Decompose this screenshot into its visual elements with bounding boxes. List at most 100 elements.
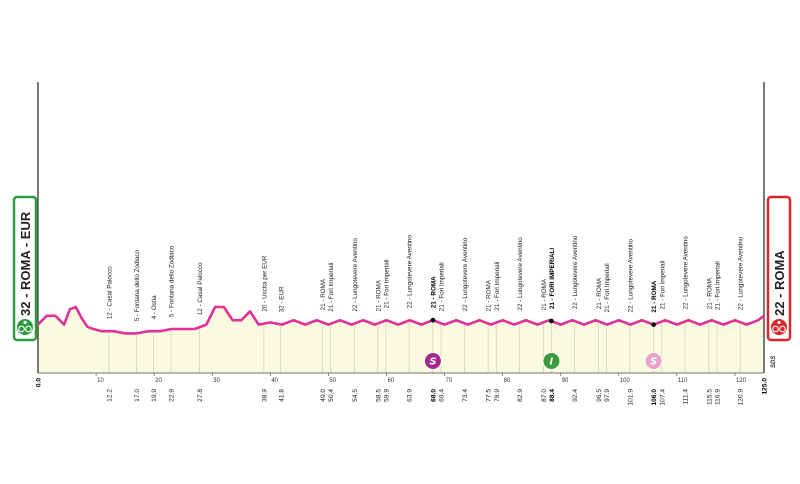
waypoint-label: 4 - Ostia: [151, 295, 158, 319]
waypoint-km: 27.8: [197, 389, 204, 402]
waypoint-label: 12 - Casal Palocco: [197, 262, 204, 315]
waypoint-label: 22 - Lungotevere Aventino: [627, 238, 634, 312]
waypoint-km: 111.4: [683, 389, 690, 405]
waypoint-label: 12 - Casal Palocco: [106, 266, 113, 319]
waypoint-km: 22.9: [169, 389, 176, 402]
waypoint-label: 21 - FORI IMPERIALI: [549, 248, 556, 309]
waypoint-label: 22 - Lungotevere Aventino: [517, 237, 524, 311]
brand-logo: SDS: [771, 356, 777, 368]
waypoint-label: 21 - ROMA: [486, 279, 493, 311]
waypoint-label: 21 - Fori Imperiali: [383, 259, 390, 308]
waypoint-label: 21 - ROMA: [541, 278, 548, 310]
wheel-icon: [25, 325, 32, 333]
waypoint-label: 21 - ROMA: [651, 280, 658, 312]
start-box: 32 - ROMA - EUR: [12, 195, 38, 342]
waypoint-km: 12.2: [106, 389, 113, 402]
finish-box: 22 - ROMA: [766, 195, 792, 342]
waypoint-km: 73.4: [462, 389, 469, 402]
waypoint-km: 49.0: [320, 389, 327, 402]
waypoint-km: 68.0: [430, 389, 437, 402]
x-tick-label: 30: [213, 378, 220, 384]
route-line: [37, 305, 765, 335]
waypoint-label: 22 - Lungotevere Aventino: [683, 236, 690, 310]
waypoint-label: 21 - ROMA: [596, 277, 603, 309]
x-tick-label: 80: [504, 378, 511, 384]
waypoint-km: 88.4: [549, 389, 556, 402]
cyclist-icon: [771, 319, 787, 335]
waypoint-km: 41.8: [278, 389, 285, 402]
waypoint-km: 17.0: [134, 389, 141, 402]
waypoint-km: 87.0: [541, 389, 548, 402]
waypoint-label: 5 - Fontana dello Zodiaco: [134, 249, 141, 321]
start-box-frame: [12, 195, 38, 342]
waypoint-km: 92.4: [572, 389, 579, 402]
distance-start: 0.0: [36, 378, 43, 387]
waypoint-km: 107.4: [659, 389, 666, 406]
waypoint-km: 38.9: [261, 389, 268, 402]
wheel-icon: [18, 325, 25, 333]
waypoint-label: 21 - Fori Imperiali: [714, 261, 721, 310]
x-tick-label: 10: [97, 378, 104, 384]
start-box-text: 32 - ROMA - EUR: [18, 211, 33, 316]
waypoint-dot: [549, 318, 554, 324]
waypoint-km: 120.9: [738, 389, 745, 406]
waypoint-km: 101.9: [627, 389, 634, 406]
waypoint-km: 82.9: [517, 389, 524, 402]
x-tick-label: 60: [387, 378, 394, 384]
waypoint-km: 116.9: [714, 389, 721, 405]
sprint-marker-icon: [644, 352, 663, 370]
sprint-marker-icon: [423, 352, 442, 370]
waypoint-label: 22 - Lungotevere Aventino: [462, 237, 469, 311]
waypoint-label: 21 - ROMA: [320, 278, 327, 310]
waypoint-km: 58.5: [375, 389, 382, 402]
waypoint-km: 115.5: [706, 389, 713, 405]
waypoint-label: 21 - Fori Imperiali: [604, 263, 611, 312]
waypoint-km: 77.5: [486, 389, 493, 402]
waypoint-km: 96.5: [596, 389, 603, 402]
wheel-icon: [772, 325, 779, 333]
waypoint-label: 20 - Uscita per EUR: [261, 255, 268, 311]
waypoint-km: 54.5: [352, 389, 359, 402]
waypoint-label: 21 - ROMA: [430, 276, 437, 308]
waypoint-km: 50.4: [328, 389, 335, 402]
x-tick-label: 110: [678, 378, 688, 384]
rider-head-icon: [23, 320, 27, 325]
waypoint-km: 97.9: [604, 389, 611, 402]
x-tick-label: 70: [446, 378, 453, 384]
x-tick-label: 40: [271, 378, 278, 384]
finish-box-frame: [766, 195, 792, 342]
x-tick-label: 90: [562, 378, 569, 384]
waypoint-label: 22 - Lungotevere Aventino: [572, 235, 579, 309]
intermediate-marker-icon: [542, 352, 561, 370]
waypoint-label: 21 - Fori Imperiali: [328, 263, 335, 312]
waypoint-label: 32 - EUR: [278, 286, 285, 312]
waypoint-km: 59.9: [383, 389, 390, 402]
marker-letter: S: [650, 357, 657, 368]
waypoint-label: 22 - Lungotevere Aventino: [738, 236, 745, 310]
waypoint-dot: [430, 317, 436, 323]
x-tick-label: 50: [329, 378, 336, 384]
x-tick-label: 120: [736, 378, 747, 384]
finish-box-text: 22 - ROMA: [772, 250, 787, 316]
waypoint-label: 21 - Fori Imperiali: [494, 262, 501, 311]
distance-end: 125.0: [762, 378, 769, 395]
x-tick-label: 20: [155, 378, 162, 384]
marker-letter: I: [550, 357, 554, 368]
waypoint-label: 21 - ROMA: [706, 277, 713, 309]
wheel-icon: [779, 325, 786, 333]
waypoint-km: 69.4: [439, 389, 446, 402]
waypoint-km: 106.0: [651, 389, 658, 406]
waypoint-label: 21 - Fori Imperiali: [439, 262, 446, 311]
waypoint-label: 22 - Lungotevere Aventino: [352, 238, 359, 312]
waypoint-label: 22 - Lungotevere Aventino: [407, 235, 414, 309]
cyclist-icon: [17, 319, 33, 335]
marker-letter: S: [429, 357, 436, 368]
waypoint-km: 19.9: [151, 389, 158, 402]
waypoint-label: 5 - Fontana dello Zodiaco: [169, 245, 176, 317]
waypoint-label: 21 - Fori Imperiali: [659, 261, 666, 310]
profile-area: [38, 307, 764, 373]
waypoint-km: 63.9: [407, 389, 414, 402]
x-tick-label: 100: [620, 378, 631, 384]
rider-head-icon: [777, 320, 781, 325]
